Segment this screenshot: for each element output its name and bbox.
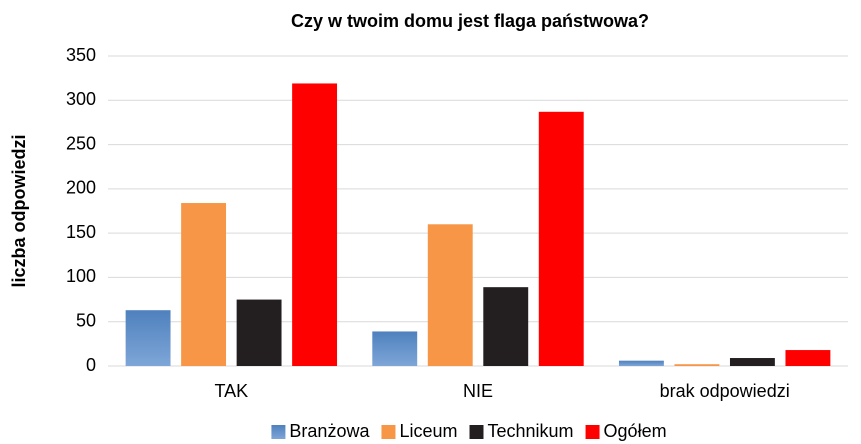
bar [427,224,473,366]
bar [181,203,227,366]
bar [292,83,338,366]
legend-label: Branżowa [289,421,370,441]
y-tick-label: 150 [66,222,96,242]
bar [674,364,720,366]
y-tick-label: 200 [66,178,96,198]
bar [785,350,831,366]
y-tick-label: 350 [66,45,96,65]
bar [618,360,664,366]
legend-swatch [585,425,600,439]
bar [729,358,775,366]
legend-swatch [271,425,286,439]
x-tick-label: TAK [214,381,248,401]
y-tick-label: 0 [86,355,96,375]
legend-swatch [381,425,396,439]
y-axis-label: liczba odpowiedzi [9,134,29,287]
bar [483,287,529,366]
x-tick-label: brak odpowiedzi [660,381,790,401]
y-tick-label: 50 [76,310,96,330]
y-tick-label: 250 [66,133,96,153]
bar [236,299,282,366]
x-tick-label: NIE [463,381,493,401]
legend-swatch [469,425,484,439]
bar [125,310,171,366]
chart-title: Czy w twoim domu jest flaga państwowa? [291,11,649,31]
legend-label: Ogółem [604,421,667,441]
y-tick-label: 300 [66,89,96,109]
y-tick-label: 100 [66,266,96,286]
legend-label: Technikum [488,421,574,441]
bar [538,111,584,366]
bar [372,331,418,366]
legend-label: Liceum [399,421,457,441]
